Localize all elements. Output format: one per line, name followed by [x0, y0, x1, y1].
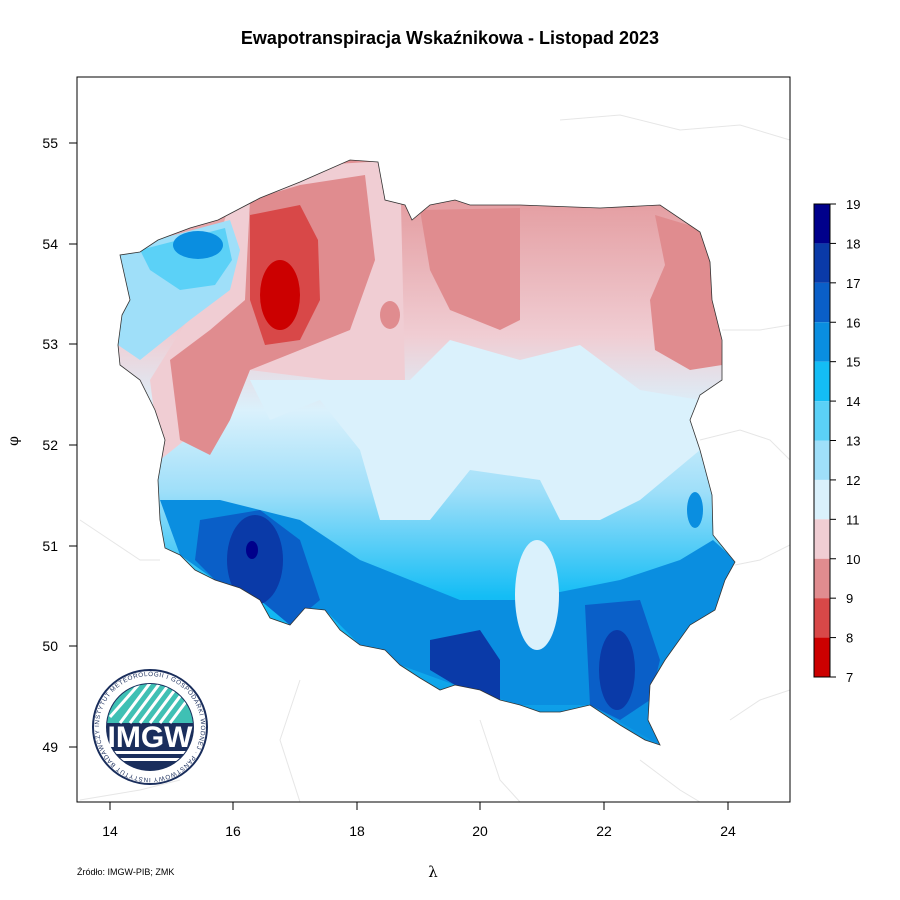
legend-label: 9 — [846, 591, 853, 606]
y-tick-label: 55 — [42, 135, 58, 151]
legend-swatch — [814, 361, 830, 402]
plot-frame — [76, 76, 791, 803]
legend-swatch — [814, 401, 830, 441]
legend-label: 15 — [846, 355, 860, 370]
y-tick-label: 50 — [42, 638, 58, 654]
legend-swatch — [814, 558, 830, 599]
map-title: Ewapotranspiracja Wskaźnikowa - Listopad… — [240, 28, 660, 48]
evapotranspiration-contours — [118, 160, 735, 745]
legend-label: 14 — [846, 394, 860, 409]
legend-label: 13 — [846, 434, 860, 449]
x-tick-label: 16 — [225, 823, 241, 839]
x-tick-label: 22 — [596, 823, 612, 839]
y-axis-label: φ — [6, 436, 22, 446]
legend-label: 17 — [846, 276, 860, 291]
legend-swatch — [814, 282, 830, 323]
neighbour-borders — [79, 114, 790, 802]
legend-label: 7 — [846, 670, 853, 685]
x-axis-label: λ — [428, 863, 438, 881]
legend-label: 8 — [846, 631, 853, 646]
legend-labels: 19 18 17 16 15 14 13 12 11 10 9 8 7 — [830, 197, 860, 685]
y-tick-label: 51 — [42, 538, 58, 554]
legend-label: 11 — [846, 512, 860, 527]
imgw-logo: IMGW INSTYTUT METEOROLOGII I GOSPODARKI … — [92, 669, 208, 785]
y-tick-label: 52 — [42, 437, 58, 453]
legend-swatch — [814, 519, 830, 559]
legend-swatch — [814, 204, 830, 244]
y-tick-label: 49 — [42, 739, 58, 755]
logo-text: IMGW — [108, 721, 194, 754]
x-tick-label: 18 — [349, 823, 365, 839]
y-axis-ticks — [69, 142, 77, 748]
legend-swatch — [814, 637, 830, 677]
legend-swatch — [814, 479, 830, 520]
legend-swatch — [814, 598, 830, 638]
legend-swatch — [814, 322, 830, 362]
legend-label: 12 — [846, 473, 860, 488]
legend-label: 18 — [846, 236, 860, 251]
legend-swatch — [814, 243, 830, 283]
legend-colorbar — [813, 203, 831, 678]
y-tick-label: 54 — [42, 236, 58, 252]
legend-label: 16 — [846, 315, 860, 330]
x-tick-label: 20 — [472, 823, 488, 839]
legend-label: 10 — [846, 552, 860, 567]
x-tick-label: 14 — [102, 823, 118, 839]
legend-swatch — [814, 440, 830, 480]
y-tick-label: 53 — [42, 336, 58, 352]
legend-label: 19 — [846, 197, 860, 212]
x-tick-label: 24 — [720, 823, 736, 839]
x-axis-ticks — [109, 802, 729, 810]
source-note: Źródło: IMGW-PIB; ZMK — [77, 867, 175, 877]
